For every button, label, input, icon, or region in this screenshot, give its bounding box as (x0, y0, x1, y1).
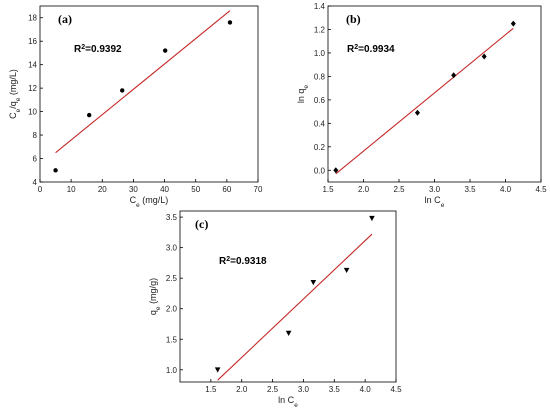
x-tick-label: 30 (129, 185, 138, 194)
panel-label: (c) (195, 217, 208, 231)
data-point (369, 215, 375, 222)
y-tick-label: 8 (33, 131, 38, 140)
y-tick-label: 12 (28, 84, 37, 93)
y-tick-label: 16 (28, 37, 37, 46)
fit-line (335, 27, 514, 175)
y-tick-label: 0.6 (314, 96, 326, 105)
x-tick-label: 40 (160, 185, 169, 194)
y-tick-label: 1.4 (314, 2, 326, 11)
panel-label: (a) (58, 12, 72, 26)
data-point (343, 267, 350, 274)
data-point (451, 72, 457, 79)
y-tick-label: 4 (33, 178, 38, 187)
r-squared-annotation: R2=0.9318 (219, 256, 267, 268)
y-axis-label: Ce/qe (mg/L) (8, 69, 22, 119)
data-point (53, 168, 58, 173)
x-tick-label: 2.0 (358, 185, 370, 194)
x-tick-label: 4.0 (360, 385, 372, 394)
y-tick-label: 14 (28, 61, 37, 70)
x-tick-label: 3.5 (464, 185, 476, 194)
x-tick-label: 70 (254, 185, 263, 194)
x-tick-label: 1.5 (205, 385, 217, 394)
data-point (481, 53, 487, 60)
x-tick-label: 50 (191, 185, 200, 194)
y-tick-label: 3.0 (166, 244, 178, 253)
fit-line (55, 10, 231, 154)
r-squared-annotation: R2=0.9392 (74, 44, 122, 56)
chart-panel-2: 1.5 2.0 2.5 3.0 3.5 4.0 4.5 0.0 0.2 0.4 0.6 0.8 1.0 1… (296, 2, 547, 209)
x-tick-label: 2.0 (236, 385, 248, 394)
x-tick-label: 3.0 (429, 185, 441, 194)
y-tick-label: 0.2 (314, 143, 326, 152)
chart-panel-1: 0 10 20 30 40 50 60 70 4 6 8 10 12 14 16 18 Ce (mg/L) Ce/… (8, 5, 263, 209)
y-axis-label: qe (mg/g) (148, 278, 162, 315)
fit-line (217, 233, 373, 381)
x-axis-label: ln Ce (425, 195, 445, 209)
y-tick-label: 1.0 (314, 49, 326, 58)
panel-label: (b) (346, 12, 361, 26)
x-tick-label: 4.0 (500, 185, 512, 194)
y-tick-label: 1.2 (314, 25, 326, 34)
y-tick-label: 1.5 (166, 335, 178, 344)
data-point (120, 88, 125, 93)
x-tick-label: 60 (222, 185, 231, 194)
y-axis-label: ln qe (296, 85, 310, 104)
data-point (510, 20, 516, 27)
y-tick-label: 3.5 (166, 213, 178, 222)
y-tick-label: 10 (28, 108, 37, 117)
y-tick-label: 0.0 (314, 166, 326, 175)
chart-panel-3: 1.5 2.0 2.5 3.0 3.5 4.0 4.5 1.0 1.5 2.0 2.5 3.0 3.5 l… (148, 210, 402, 409)
data-point (214, 367, 221, 373)
x-tick-label: 1.5 (322, 185, 334, 194)
x-tick-label: 20 (98, 185, 107, 194)
data-point (162, 48, 168, 53)
x-tick-label: 4.5 (535, 185, 547, 194)
y-tick-label: 2.0 (166, 305, 178, 314)
data-point (333, 167, 339, 174)
y-tick-label: 0.8 (314, 72, 326, 81)
x-tick-label: 3.0 (298, 385, 310, 394)
data-point (87, 112, 92, 118)
y-tick-label: 18 (28, 14, 37, 23)
x-tick-label: 0 (38, 185, 43, 194)
x-axis-label: Ce (mg/L) (130, 195, 169, 209)
x-tick-label: 3.5 (329, 385, 341, 394)
plot-frame (179, 210, 397, 383)
y-tick-label: 2.5 (166, 274, 178, 283)
x-tick-label: 4.5 (390, 385, 402, 394)
x-tick-label: 2.5 (393, 185, 405, 194)
y-tick-label: 0.4 (314, 119, 326, 128)
x-tick-label: 10 (67, 185, 76, 194)
x-axis-label: ln Ce (278, 395, 298, 409)
plot-frame (39, 5, 259, 183)
data-point (285, 330, 292, 336)
y-tick-label: 1.0 (166, 366, 178, 375)
x-tick-label: 2.5 (267, 385, 279, 394)
data-point (310, 280, 317, 286)
r-squared-annotation: R2=0.9934 (347, 44, 395, 56)
y-tick-label: 6 (33, 155, 38, 164)
data-point (227, 20, 233, 25)
data-point (414, 109, 420, 116)
